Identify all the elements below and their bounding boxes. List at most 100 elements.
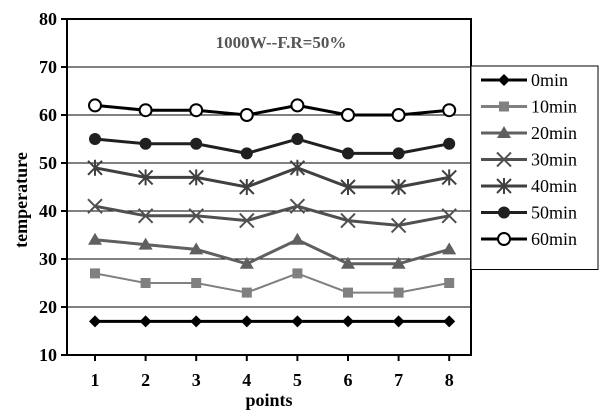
y-tick-label: 40: [39, 201, 57, 221]
data-point: [393, 287, 404, 298]
legend-label: 40min: [531, 176, 577, 196]
legend-marker: [498, 74, 510, 86]
data-point: [291, 315, 304, 328]
data-point: [137, 208, 154, 224]
x-tick-label: 3: [192, 370, 201, 390]
legend-label: 0min: [531, 70, 568, 90]
data-point: [441, 208, 457, 224]
data-point: [392, 147, 405, 160]
legend: 0min 10min 20min 30min 40min 50min 60min: [470, 65, 599, 270]
data-point: [90, 268, 100, 279]
data-point: [88, 98, 102, 113]
data-point: [390, 217, 407, 234]
data-point: [341, 256, 355, 269]
data-point: [443, 315, 456, 328]
data-point: [443, 137, 456, 150]
y-tick-label: 60: [39, 105, 57, 125]
legend-marker: [499, 101, 509, 112]
data-point: [290, 232, 305, 245]
data-point: [290, 98, 305, 113]
data-point: [391, 108, 406, 122]
series-line: [94, 204, 450, 227]
legend-item: 50min: [481, 203, 577, 223]
data-point: [444, 278, 455, 288]
legend-marker: [497, 126, 511, 138]
legend-marker: [496, 151, 512, 168]
legend-label: 60min: [531, 229, 577, 249]
data-point: [189, 242, 204, 255]
series-line: [94, 238, 450, 266]
legend-marker: [496, 178, 512, 194]
legend-label: 50min: [531, 203, 577, 223]
y-axis-title: temperature: [11, 152, 31, 248]
axes: 10 20 30 40 50 60 70 80 1 2 3 4 5 6 7 8: [39, 9, 454, 390]
grid-lines: [67, 66, 471, 308]
y-tick-label: 30: [39, 249, 57, 269]
data-point: [239, 256, 254, 269]
data-point: [442, 103, 457, 118]
series-60min: [88, 98, 457, 122]
data-point: [442, 242, 457, 255]
data-point: [239, 108, 254, 122]
x-tick-label: 6: [344, 370, 353, 390]
series-layer: [87, 98, 457, 328]
series-line: [94, 137, 450, 155]
data-point: [87, 198, 103, 214]
data-point: [291, 133, 304, 145]
data-point: [342, 315, 354, 328]
data-point: [190, 137, 203, 150]
legend-item: 60min: [481, 229, 577, 249]
data-point: [137, 169, 154, 186]
data-point: [289, 159, 306, 176]
x-tick-label: 8: [445, 370, 454, 390]
legend-label: 10min: [531, 97, 577, 117]
series-line: [94, 272, 450, 294]
chart-title: 1000W--F.R=50%: [216, 33, 347, 52]
data-point: [240, 315, 253, 328]
data-point: [391, 256, 406, 269]
data-point: [89, 315, 101, 328]
legend-marker: [498, 206, 510, 219]
x-tick-label: 5: [293, 370, 302, 390]
data-point: [188, 169, 204, 186]
data-point: [241, 287, 252, 298]
data-point: [292, 268, 303, 279]
legend-item: 30min: [481, 150, 577, 170]
data-point: [88, 232, 102, 245]
series-50min: [89, 133, 456, 160]
y-tick-label: 70: [39, 57, 57, 77]
y-tick-label: 80: [39, 9, 57, 29]
plot-area-border: [66, 18, 472, 356]
data-point: [340, 212, 356, 229]
series-line: [94, 103, 450, 117]
y-tick-label: 20: [39, 297, 57, 317]
data-point: [139, 315, 152, 328]
series-20min: [88, 232, 457, 269]
data-point: [342, 147, 354, 160]
x-tick-label: 1: [91, 370, 100, 390]
data-point: [289, 198, 306, 214]
data-point: [139, 137, 152, 150]
y-tick-label: 10: [39, 345, 57, 365]
series-10min: [90, 268, 455, 298]
data-point: [189, 103, 204, 118]
y-tick-label: 50: [39, 153, 57, 173]
legend-item: 20min: [481, 123, 577, 143]
data-point: [87, 159, 103, 176]
data-point: [190, 315, 203, 328]
data-point: [239, 179, 255, 195]
x-tick-label: 7: [394, 370, 403, 390]
data-point: [138, 237, 153, 250]
legend-item: 40min: [481, 176, 577, 196]
data-point: [138, 103, 153, 118]
data-point: [140, 278, 151, 288]
data-point: [188, 208, 204, 224]
series-40min: [87, 159, 457, 195]
data-point: [392, 315, 405, 328]
legend-item: 0min: [481, 70, 568, 90]
data-point: [239, 212, 255, 229]
x-axis-title: points: [245, 390, 292, 410]
data-point: [89, 133, 101, 145]
data-point: [343, 287, 353, 298]
